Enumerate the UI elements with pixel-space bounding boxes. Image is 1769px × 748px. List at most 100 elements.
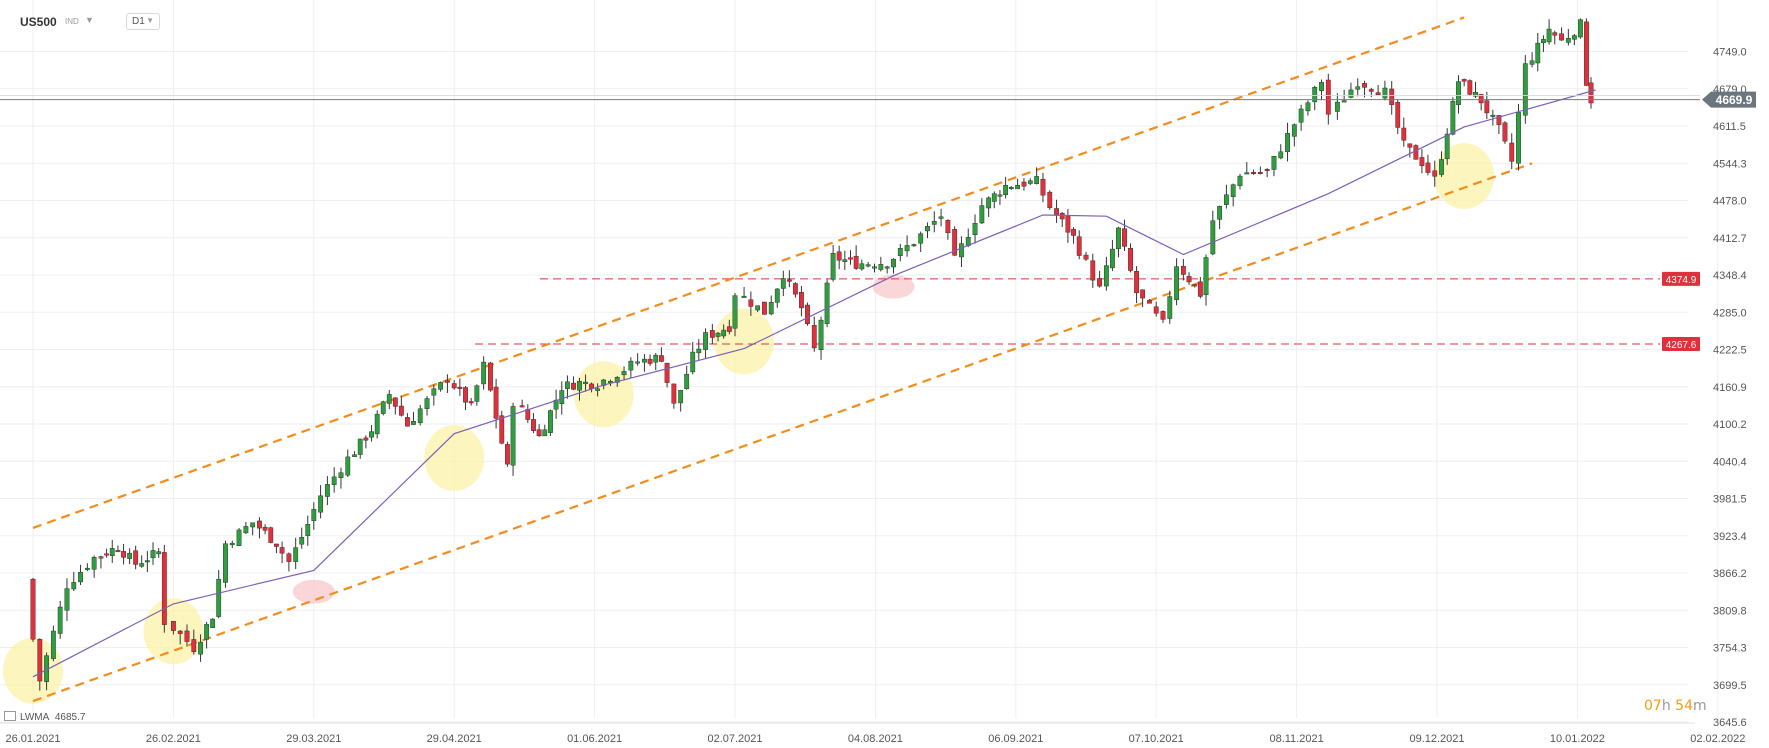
highlight-zone: [714, 308, 775, 375]
chart-toolbar: US500 IND ▼ D1 ▼: [0, 0, 260, 40]
candle: [299, 527, 305, 549]
candle: [1516, 103, 1521, 171]
timeframe-select[interactable]: D1 ▼: [126, 13, 160, 30]
candle: [859, 259, 865, 271]
candle: [1490, 109, 1496, 126]
candle: [726, 319, 732, 335]
candle: [170, 621, 176, 635]
candle: [468, 397, 474, 406]
y-tick-label: 3981.5: [1713, 494, 1747, 506]
candle: [236, 528, 242, 547]
candle: [1529, 52, 1535, 68]
candle: [931, 211, 937, 233]
candle: [1223, 184, 1229, 209]
level-tag: [1662, 271, 1700, 286]
candle: [768, 295, 774, 316]
candle: [1180, 258, 1186, 281]
x-tick-label: 29.04.2021: [427, 733, 482, 745]
candle: [853, 245, 859, 270]
candle: [1509, 133, 1515, 170]
candle: [565, 375, 570, 399]
candle: [156, 548, 162, 558]
y-tick-label: 3699.5: [1713, 680, 1747, 692]
candle: [732, 292, 738, 337]
candle: [405, 413, 410, 427]
candle: [1110, 239, 1115, 272]
candle: [684, 365, 690, 390]
candle: [945, 219, 951, 240]
candle: [104, 548, 109, 558]
candle: [559, 381, 565, 415]
candle: [121, 543, 126, 565]
candle: [345, 449, 351, 478]
level-tag-label: 4267.6: [1666, 340, 1697, 351]
candle: [1305, 100, 1311, 116]
indicator-settings-icon[interactable]: [4, 711, 16, 721]
candle: [1071, 227, 1076, 244]
candle: [696, 339, 702, 361]
candle: [536, 424, 542, 437]
candle: [1535, 32, 1541, 72]
candle: [1192, 284, 1198, 288]
candle: [417, 404, 423, 426]
candle: [577, 377, 582, 401]
candle: [1174, 258, 1179, 306]
candle: [1186, 272, 1192, 285]
candle: [338, 467, 344, 489]
candle: [647, 354, 653, 367]
candle: [274, 543, 279, 554]
candle: [311, 502, 317, 530]
candle: [363, 435, 369, 449]
candle: [1389, 81, 1395, 115]
candle: [1257, 166, 1263, 175]
candle: [1047, 190, 1053, 210]
candle: [198, 634, 203, 662]
level-tag-label: 4374.9: [1666, 275, 1697, 286]
candle: [542, 424, 548, 437]
symbol-label[interactable]: US500: [20, 15, 57, 29]
candle: [1147, 299, 1152, 304]
candle: [474, 384, 480, 406]
candle: [897, 243, 903, 262]
candle: [37, 638, 43, 691]
candle: [786, 270, 792, 288]
channel-upper-line: [32, 16, 1465, 529]
candle: [1456, 75, 1461, 114]
candle: [1496, 115, 1502, 134]
candle: [392, 397, 398, 415]
candle: [57, 600, 63, 639]
current-price-label: 4669.9: [1716, 93, 1753, 107]
symbol-dropdown-icon[interactable]: ▼: [85, 15, 94, 25]
candle: [1034, 167, 1040, 185]
x-tick-label: 07.10.2021: [1129, 733, 1184, 745]
candle: [331, 467, 337, 493]
candle: [884, 265, 890, 274]
candle: [438, 381, 444, 392]
candle: [286, 552, 292, 572]
candle: [481, 356, 487, 390]
market-label: IND: [65, 17, 79, 26]
indicator-legend[interactable]: LWMA 4685.7: [4, 711, 85, 723]
candle: [380, 400, 386, 416]
candle: [133, 545, 139, 570]
candle: [262, 524, 268, 535]
y-tick-label: 3809.8: [1713, 605, 1747, 617]
timeframe-value: D1: [132, 16, 145, 27]
candle: [721, 324, 727, 339]
candle: [1021, 178, 1027, 191]
candle: [1003, 176, 1009, 199]
candle: [878, 256, 884, 272]
candle: [1291, 123, 1297, 147]
candle: [848, 250, 853, 265]
candle: [1425, 154, 1431, 176]
candle: [411, 411, 416, 425]
candle: [191, 629, 197, 655]
candle: [642, 354, 647, 372]
candle: [1541, 35, 1546, 52]
candle: [986, 196, 992, 217]
candle: [1382, 80, 1388, 101]
candle: [1059, 212, 1065, 228]
candle: [127, 548, 133, 565]
candle: [243, 521, 249, 535]
